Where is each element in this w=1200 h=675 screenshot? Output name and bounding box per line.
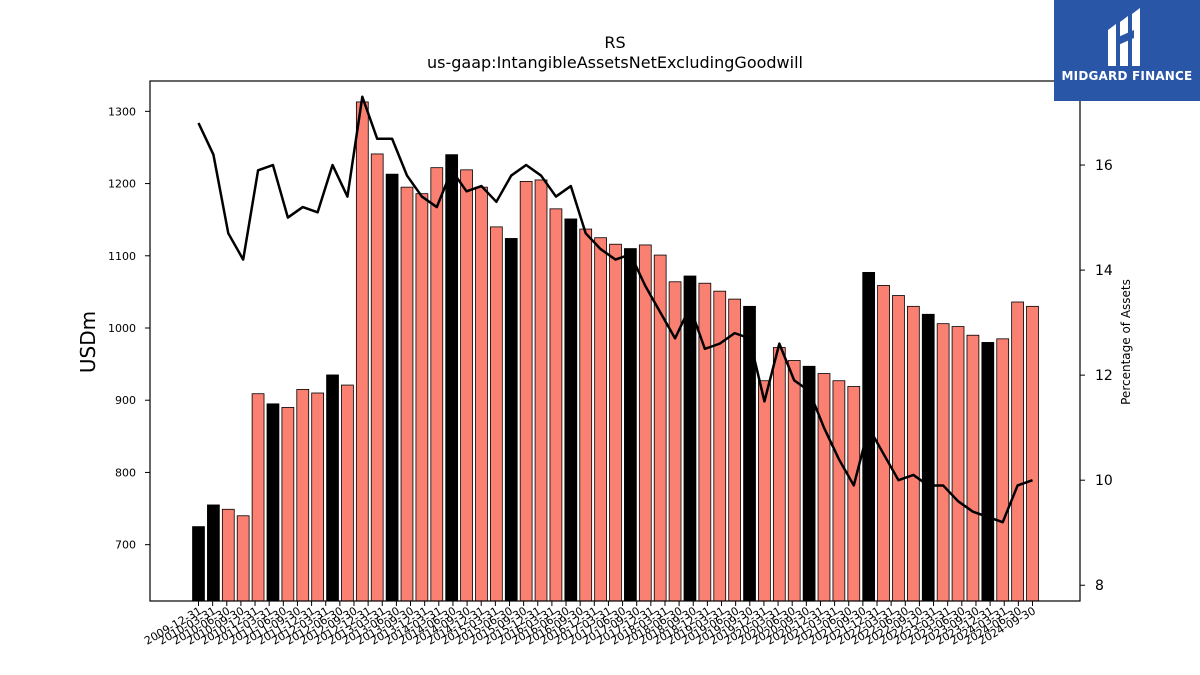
y-axis-label: USDm bbox=[76, 311, 100, 373]
bar bbox=[504, 238, 518, 602]
bar bbox=[355, 101, 369, 602]
bar bbox=[192, 526, 205, 602]
bar bbox=[892, 295, 905, 602]
plot-frame bbox=[149, 80, 1081, 602]
bar bbox=[787, 360, 801, 602]
bar bbox=[400, 186, 414, 602]
bar bbox=[266, 403, 280, 602]
bar bbox=[966, 334, 980, 602]
bar bbox=[713, 290, 727, 602]
chart-title: RS bbox=[604, 33, 625, 52]
bar bbox=[296, 388, 310, 602]
bar bbox=[624, 248, 637, 602]
y-tick-label: 1200 bbox=[108, 178, 136, 191]
bar bbox=[564, 218, 578, 602]
bar bbox=[236, 515, 250, 602]
percentage-line bbox=[197, 95, 1033, 524]
line-series bbox=[197, 95, 1033, 524]
bar bbox=[683, 275, 697, 602]
y-tick-label: 700 bbox=[115, 539, 136, 552]
bar bbox=[743, 305, 756, 602]
bar bbox=[221, 508, 235, 602]
bar bbox=[370, 153, 384, 602]
chart-subtitle: us-gaap:IntangibleAssetsNetExcludingGood… bbox=[427, 53, 803, 72]
y2-tick-label: 8 bbox=[1095, 578, 1104, 594]
bar bbox=[579, 228, 593, 602]
bar bbox=[832, 380, 846, 602]
bar bbox=[609, 243, 622, 602]
bar bbox=[311, 392, 325, 602]
bar bbox=[981, 342, 995, 602]
bar bbox=[549, 208, 563, 602]
bar bbox=[341, 384, 354, 602]
logo-text: MIDGARD FINANCE bbox=[1061, 69, 1193, 83]
y2-tick-label: 16 bbox=[1095, 158, 1113, 174]
bar bbox=[415, 193, 429, 602]
bar bbox=[281, 407, 295, 602]
y-tick-label: 900 bbox=[115, 394, 136, 407]
y2-tick-label: 10 bbox=[1095, 473, 1113, 489]
bar bbox=[594, 237, 607, 602]
y2-axis-label: Percentage of Assets bbox=[1119, 279, 1133, 405]
logo-mark-icon bbox=[1108, 8, 1140, 66]
midgard-finance-logo: MIDGARD FINANCE bbox=[1054, 0, 1200, 101]
bar bbox=[772, 347, 786, 602]
bar bbox=[326, 374, 339, 602]
bar bbox=[638, 244, 652, 602]
y-tick-label: 1100 bbox=[108, 250, 136, 263]
y-tick-label: 1300 bbox=[108, 105, 136, 118]
y-tick-label: 800 bbox=[115, 466, 136, 479]
bar bbox=[951, 326, 965, 602]
bar bbox=[207, 504, 220, 602]
bar bbox=[847, 386, 861, 602]
bar bbox=[475, 186, 488, 602]
bar bbox=[996, 338, 1010, 602]
y-tick-label: 1000 bbox=[108, 322, 136, 335]
bar bbox=[921, 313, 935, 602]
bar bbox=[534, 179, 548, 602]
bar bbox=[251, 393, 265, 602]
bar bbox=[758, 380, 771, 602]
bar bbox=[1026, 305, 1039, 602]
bar bbox=[519, 180, 533, 602]
bar bbox=[430, 167, 444, 602]
y2-tick-label: 12 bbox=[1095, 368, 1113, 384]
bar bbox=[698, 282, 712, 602]
bar bbox=[728, 298, 742, 602]
bar bbox=[460, 169, 473, 602]
y2-tick-label: 14 bbox=[1095, 263, 1113, 279]
bar bbox=[489, 226, 503, 602]
bar-series bbox=[192, 101, 1039, 602]
bar bbox=[445, 154, 459, 602]
bar bbox=[385, 173, 399, 602]
bar bbox=[1011, 301, 1024, 602]
bar bbox=[907, 305, 920, 602]
bar bbox=[877, 284, 890, 602]
bar bbox=[936, 323, 950, 602]
bar bbox=[817, 373, 831, 602]
axes: 70080090010001100120013008101214162009-1… bbox=[108, 80, 1113, 648]
